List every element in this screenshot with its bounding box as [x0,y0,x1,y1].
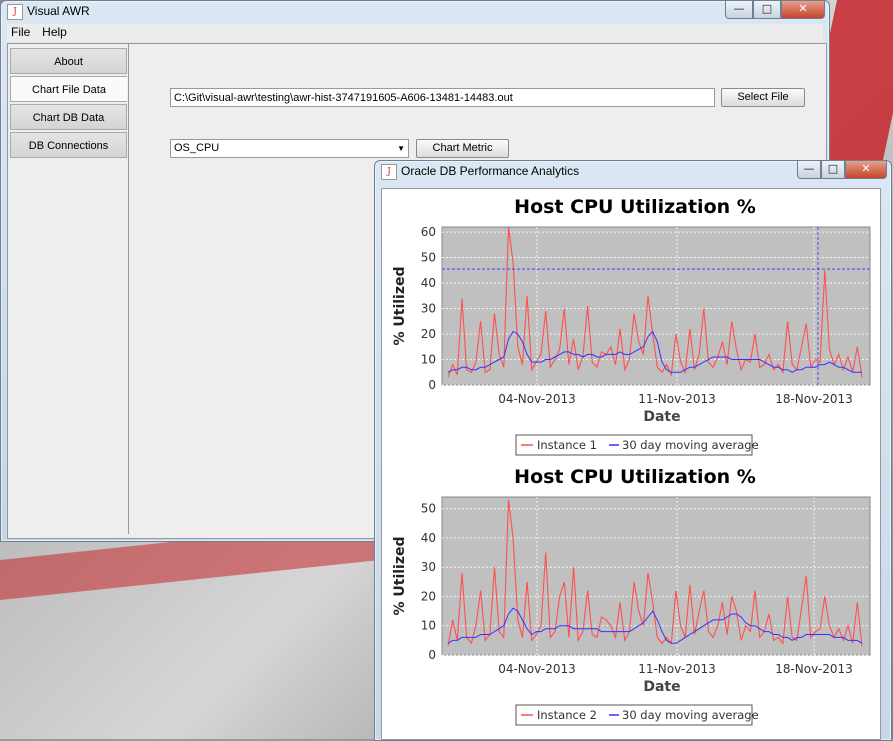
window-title: Visual AWR [27,4,90,18]
tab-about[interactable]: About [10,48,127,74]
maximize-button[interactable]: □ [753,1,781,19]
close-button[interactable]: ✕ [845,161,887,179]
y-tick-label: 40 [421,276,436,290]
x-tick-label: 18-Nov-2013 [775,392,853,406]
y-tick-label: 0 [428,648,436,662]
minimize-button[interactable]: — [725,1,753,19]
series-line-instance [447,499,863,647]
tab-column: About Chart File Data Chart DB Data DB C… [8,44,129,534]
y-axis-label: % Utilized [392,266,408,345]
y-tick-label: 20 [421,589,436,603]
chart-metric-button[interactable]: Chart Metric [416,139,509,158]
close-button[interactable]: ✕ [781,1,825,19]
legend-label-average: 30 day moving average [622,708,759,722]
cpu-chart-instance-2[interactable]: Host CPU Utilization % 0 10 20 30 40 50 04-Nov-… [382,459,880,739]
legend-box [515,434,753,456]
select-file-button[interactable]: Select File [721,88,805,107]
series-line-instance [447,226,863,378]
x-tick-label: 04-Nov-2013 [498,662,576,676]
file-path-input[interactable]: C:\Git\visual-awr\testing\awr-hist-37471… [170,88,715,107]
x-axis-label: Date [643,679,680,695]
y-tick-label: 50 [421,502,436,516]
y-axis-label: % Utilized [392,536,408,615]
menu-file[interactable]: File [11,25,31,39]
menu-bar: File Help [7,24,823,42]
x-axis-label: Date [643,409,680,425]
java-icon: J [381,164,397,180]
java-icon: J [7,4,23,20]
legend-label-instance: Instance 2 [537,708,597,722]
chart-title: Host CPU Utilization % [514,196,756,218]
minimize-button[interactable]: — [797,161,821,179]
series-line-moving-average [447,607,863,644]
chevron-down-icon: ▼ [397,144,405,153]
legend-label-average: 30 day moving average [622,438,759,452]
y-tick-label: 30 [421,302,436,316]
y-tick-label: 10 [421,619,436,633]
y-tick-label: 50 [421,251,436,265]
tab-chart-file-data[interactable]: Chart File Data [10,76,127,102]
analytics-window: J Oracle DB Performance Analytics — □ ✕ … [374,160,892,741]
analytics-titlebar[interactable]: J Oracle DB Performance Analytics — □ ✕ [375,161,891,183]
y-tick-label: 0 [428,378,436,392]
series-line-moving-average [447,330,862,373]
y-tick-label: 40 [421,531,436,545]
y-tick-label: 10 [421,353,436,367]
legend-label-instance: Instance 1 [537,438,597,452]
y-tick-label: 20 [421,327,436,341]
tab-db-connections[interactable]: DB Connections [10,132,127,158]
x-tick-label: 18-Nov-2013 [775,662,853,676]
x-tick-label: 04-Nov-2013 [498,392,576,406]
x-tick-label: 11-Nov-2013 [638,662,716,676]
analytics-content: Host CPU Utilization % 0 10 20 30 40 50 60 04-No… [381,188,881,740]
tab-chart-db-data[interactable]: Chart DB Data [10,104,127,130]
legend-box [515,704,753,726]
main-titlebar[interactable]: J Visual AWR — □ ✕ [1,1,829,23]
metric-select[interactable]: OS_CPU ▼ [170,139,409,158]
maximize-button[interactable]: □ [821,161,845,179]
metric-select-value: OS_CPU [174,142,220,154]
y-tick-label: 30 [421,560,436,574]
chart-title: Host CPU Utilization % [514,466,756,488]
menu-help[interactable]: Help [42,25,67,39]
x-tick-label: 11-Nov-2013 [638,392,716,406]
y-tick-label: 60 [421,225,436,239]
cpu-chart-instance-1[interactable]: Host CPU Utilization % 0 10 20 30 40 50 60 04-No… [382,189,880,461]
analytics-window-title: Oracle DB Performance Analytics [401,164,580,178]
